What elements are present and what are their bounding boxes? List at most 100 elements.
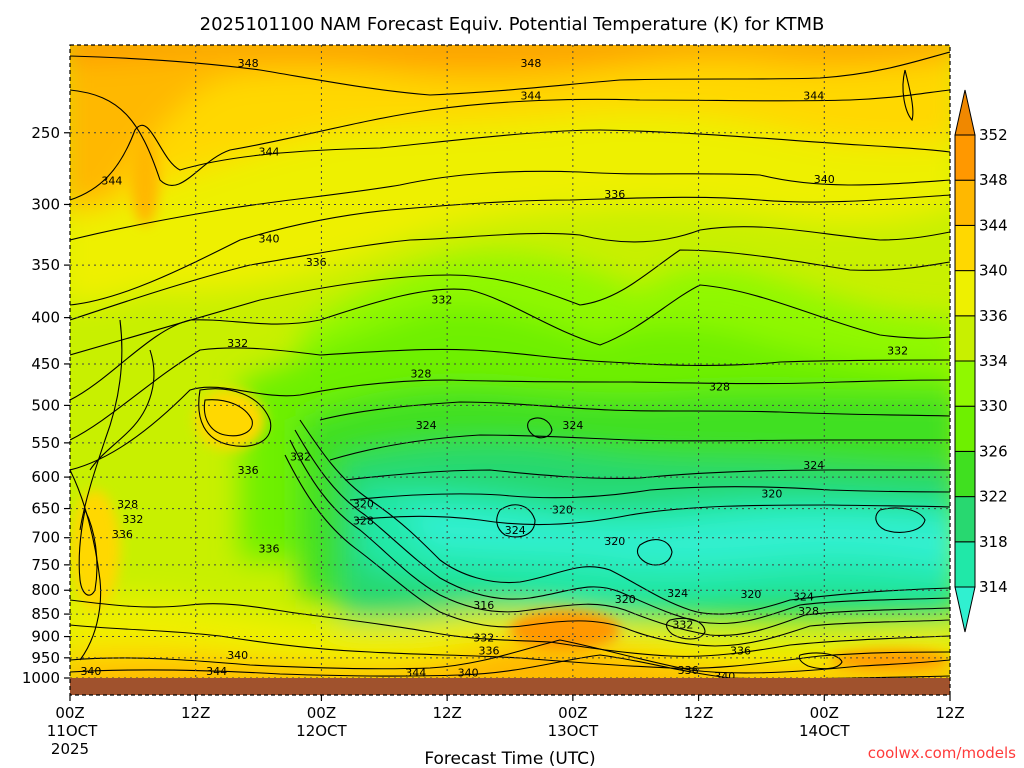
credit-link[interactable]: coolwx.com/models — [868, 744, 1016, 762]
contour-label: 340 — [458, 666, 479, 679]
colorbar-swatch — [954, 450, 976, 498]
contour-label: 324 — [793, 591, 814, 604]
contour-label: 332 — [672, 618, 693, 631]
y-tick-label: 650 — [31, 500, 60, 518]
contour-label: 324 — [803, 459, 824, 472]
contour-line — [289, 439, 950, 637]
contour-label: 336 — [112, 528, 133, 541]
x-tick-label: 12Z — [181, 704, 210, 722]
colorbar-label: 314 — [979, 578, 1008, 596]
contour-line — [78, 508, 98, 596]
x-tick-date: 14OCT — [799, 722, 850, 740]
contour-label: 324 — [416, 419, 437, 432]
contour-line — [70, 624, 950, 669]
y-tick-label: 400 — [31, 309, 60, 327]
contour-label: 324 — [562, 419, 583, 432]
contour-label: 320 — [353, 497, 374, 510]
contour-label: 324 — [505, 524, 526, 537]
x-tick-label: 00Z — [55, 704, 84, 722]
contour-line — [198, 388, 272, 447]
y-tick-label: 250 — [31, 124, 60, 142]
y-tick-label: 700 — [31, 529, 60, 547]
contour-line — [70, 89, 950, 187]
contour-line — [70, 284, 950, 401]
contour-label: 320 — [552, 503, 573, 516]
contour-line — [70, 170, 950, 241]
contour-line — [902, 69, 914, 122]
contour-line — [203, 399, 253, 437]
colorbar-label: 330 — [979, 397, 1008, 415]
contour-label: 344 — [206, 665, 227, 678]
plot-area — [70, 45, 950, 695]
contour-line — [319, 401, 950, 421]
contour-label: 340 — [227, 649, 248, 662]
contour-line — [798, 652, 843, 670]
colorbar: 314 318 322 326 330 334 336 340 344 348 352 — [954, 89, 1008, 633]
contour-line — [875, 507, 926, 533]
contour-label: 344 — [520, 90, 541, 103]
contour-label: 348 — [520, 57, 541, 70]
contour-line — [70, 469, 102, 661]
colorbar-label: 352 — [979, 126, 1008, 144]
y-tick-label: 550 — [31, 434, 60, 452]
contour-line — [70, 379, 950, 471]
colorbar-swatch — [954, 541, 976, 588]
field-band-344 — [70, 45, 950, 218]
contour-label: 336 — [604, 188, 625, 201]
contour-label: 344 — [405, 666, 426, 679]
chart-title: 2025101100 NAM Forecast Equiv. Potential… — [200, 14, 825, 35]
y-tick-label: 750 — [31, 556, 60, 574]
contour-label: 336 — [306, 256, 327, 269]
x-tick-date: 11OCT — [47, 722, 98, 740]
y-tick-label: 500 — [31, 396, 60, 414]
contour-label: 340 — [80, 665, 101, 678]
contour-label: 336 — [479, 645, 500, 658]
contour-line — [349, 486, 950, 501]
y-axis: 250 300 350 400 450 500 550 600 650 700 750 800 850 9… — [22, 124, 70, 687]
contour-line — [665, 617, 706, 640]
contour-label: 336 — [678, 664, 699, 677]
y-tick-label: 300 — [31, 195, 60, 213]
contour-label: 316 — [473, 599, 494, 612]
contour-line — [70, 194, 950, 306]
colorbar-label: 326 — [979, 442, 1008, 460]
contour-line — [299, 419, 950, 615]
contour-label: 336 — [259, 542, 280, 555]
colorbar-label: 336 — [979, 307, 1008, 325]
field-band-314 — [400, 508, 950, 569]
contour-label: 336 — [730, 645, 751, 658]
colorbar-label: 322 — [979, 488, 1008, 506]
colorbar-swatch — [954, 134, 976, 181]
x-tick-date: 12OCT — [296, 722, 347, 740]
contour-label: 344 — [101, 175, 122, 188]
contour-label: 320 — [615, 593, 636, 606]
contour-label: 320 — [761, 487, 782, 500]
y-tick-label: 1000 — [22, 669, 60, 687]
x-tick-label: 12Z — [432, 704, 461, 722]
contour-label: 332 — [887, 345, 908, 358]
warm-cell-mid — [195, 390, 265, 450]
x-tick-label: 12Z — [684, 704, 713, 722]
colorbar-label: 318 — [979, 533, 1008, 551]
colorbar-swatch — [954, 496, 976, 543]
contour-line — [344, 469, 950, 481]
contour-line — [70, 124, 950, 201]
contour-label: 348 — [238, 57, 259, 70]
contour-label: 332 — [431, 294, 452, 307]
contour-line — [496, 504, 536, 538]
contour-line — [70, 599, 950, 657]
field-band-352 — [70, 45, 950, 60]
y-tick-label: 950 — [31, 649, 60, 667]
ground-surface — [70, 678, 950, 695]
contour-line — [294, 429, 950, 625]
contour-line — [354, 504, 950, 526]
plot-frame — [69, 44, 951, 696]
y-tick-label: 350 — [31, 256, 60, 274]
x-tick-label: 00Z — [558, 704, 587, 722]
contour-line — [70, 226, 950, 321]
contour-line — [70, 639, 950, 674]
contour-label: 328 — [709, 381, 730, 394]
colorbar-swatch — [954, 405, 976, 452]
contour-label: 328 — [410, 367, 431, 380]
contour-line — [70, 347, 950, 441]
